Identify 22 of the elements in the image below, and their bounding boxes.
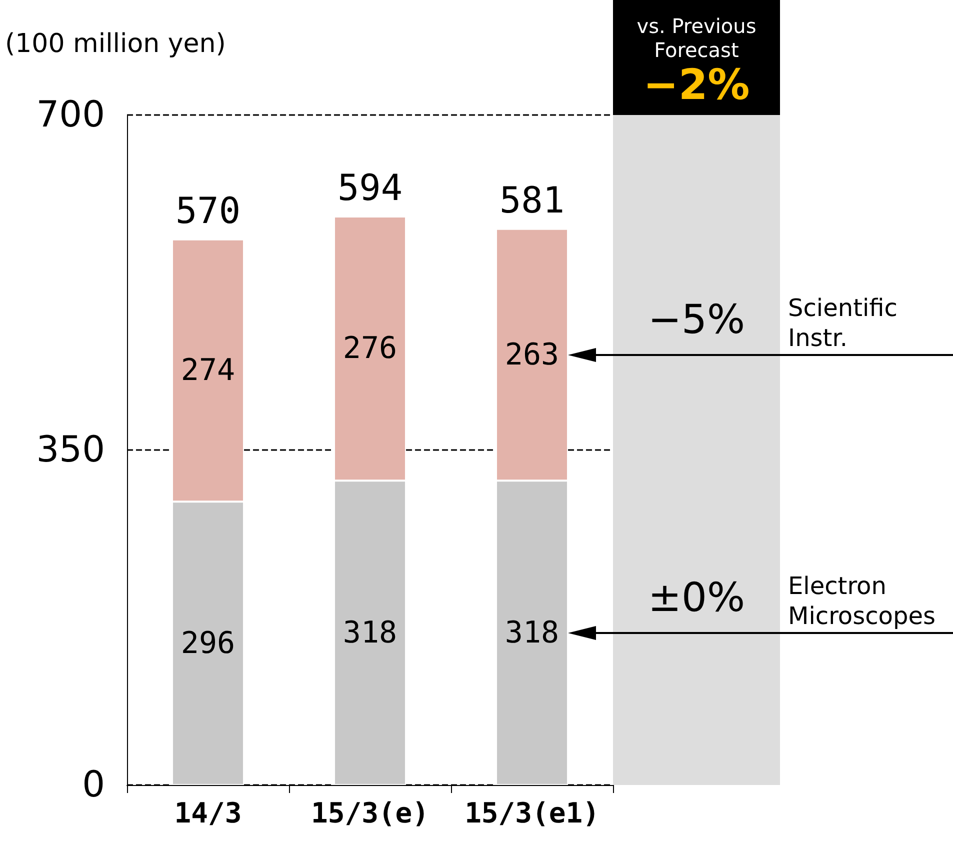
data-label: 318 <box>504 615 560 650</box>
text: −2% <box>642 60 751 109</box>
x-tick-label: 15/3(e) <box>310 796 430 830</box>
y-axis-title: (100 million yen) <box>5 29 226 59</box>
x-tick-label: 15/3(e1) <box>464 796 600 830</box>
total-label: 594 <box>337 168 403 209</box>
total-label: 581 <box>499 180 565 222</box>
text: −5% <box>647 296 746 343</box>
text: Electron Microscopes <box>788 570 936 631</box>
total-label: 570 <box>175 190 241 232</box>
data-label: 274 <box>180 353 236 388</box>
y-tick-label: 0 <box>82 764 105 806</box>
text: ±0% <box>647 574 746 621</box>
text: Scientific Instr. <box>788 292 898 353</box>
text: vs. Previous Forecast <box>636 14 758 62</box>
y-tick-label: 700 <box>36 94 105 136</box>
y-tick-label: 350 <box>36 430 105 470</box>
data-label: 276 <box>342 331 398 366</box>
data-label: 318 <box>342 615 398 650</box>
data-label: 296 <box>180 626 236 661</box>
data-label: 263 <box>504 337 560 372</box>
x-tick-label: 14/3 <box>174 796 242 830</box>
